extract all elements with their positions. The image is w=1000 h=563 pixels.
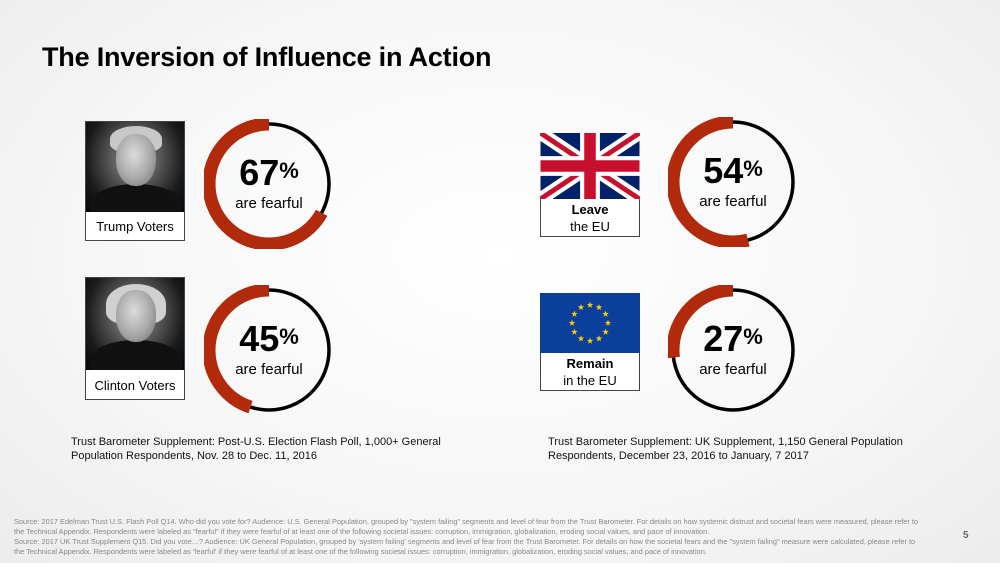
uk-source-note: Trust Barometer Supplement: UK Supplemen…	[548, 436, 903, 462]
remain-eu-card: Remain in the EU	[540, 293, 640, 391]
page-number: 5	[963, 530, 969, 541]
clinton-fear-ring: 45% are fearful	[204, 285, 334, 415]
trump-fear-ring: 67% are fearful	[204, 119, 334, 249]
leave-label-line2: the EU	[570, 219, 610, 234]
remain-ring-arc	[668, 285, 798, 415]
us-source-note: Trust Barometer Supplement: Post-U.S. El…	[71, 436, 441, 462]
leave-fear-ring: 54% are fearful	[668, 117, 798, 247]
page-title: The Inversion of Influence in Action	[42, 42, 492, 72]
clinton-percent-value: 45%	[239, 318, 299, 359]
remain-label-line2: in the EU	[563, 373, 617, 388]
clinton-voters-caption: Clinton Voters	[94, 378, 176, 393]
uk-flag-icon	[540, 133, 640, 199]
footer-line-1: Source: 2017 Edelman Trust U.S. Flash Po…	[14, 517, 919, 536]
clinton-voters-card: Clinton Voters	[85, 277, 185, 400]
clinton-ring-svg	[204, 285, 334, 415]
clinton-fearful-label: are fearful	[235, 361, 303, 378]
remain-label-line1: Remain	[566, 356, 614, 371]
eu-star-icon	[577, 304, 585, 311]
leave-label-line1: Leave	[571, 202, 609, 217]
eu-star-icon	[595, 335, 603, 342]
leave-fearful-label: are fearful	[699, 193, 767, 210]
footer-line-2: Source: 2017 UK Trust Supplement Q15. Di…	[14, 537, 916, 556]
trump-fearful-label: are fearful	[235, 195, 303, 212]
remain-fearful-label: are fearful	[699, 361, 767, 378]
clinton-ring-arc	[204, 285, 334, 415]
trump-portrait-icon	[86, 122, 184, 212]
eu-star-icon	[571, 310, 578, 317]
trump-percent-value: 67%	[239, 152, 299, 193]
eu-star-icon	[595, 304, 603, 311]
eu-star-icon	[602, 310, 609, 317]
clinton-portrait-icon	[86, 278, 184, 370]
leave-percent-value: 54%	[703, 150, 763, 191]
eu-star-icon	[577, 335, 585, 342]
eu-star-icon	[568, 319, 576, 326]
eu-star-icon	[586, 337, 594, 344]
leave-ring-arc	[668, 117, 798, 247]
eu-star-icon	[602, 328, 609, 335]
footer-sources: Source: 2017 Edelman Trust U.S. Flash Po…	[14, 517, 926, 557]
eu-flag-icon	[540, 293, 640, 353]
eu-star-icon	[571, 328, 578, 335]
trump-ring-svg	[204, 119, 334, 249]
remain-percent-value: 27%	[703, 318, 763, 359]
remain-ring-svg	[668, 285, 798, 415]
remain-fear-ring: 27% are fearful	[668, 285, 798, 415]
eu-star-icon	[586, 301, 594, 308]
leave-eu-card: Leave the EU	[540, 133, 640, 237]
trump-voters-card: Trump Voters	[85, 121, 185, 241]
leave-eu-label: Leave the EU	[540, 199, 640, 237]
trump-voters-caption: Trump Voters	[96, 219, 174, 234]
eu-star-icon	[604, 319, 612, 326]
leave-ring-svg	[668, 117, 798, 247]
trump-ring-arc	[204, 119, 334, 249]
remain-eu-label: Remain in the EU	[540, 353, 640, 391]
